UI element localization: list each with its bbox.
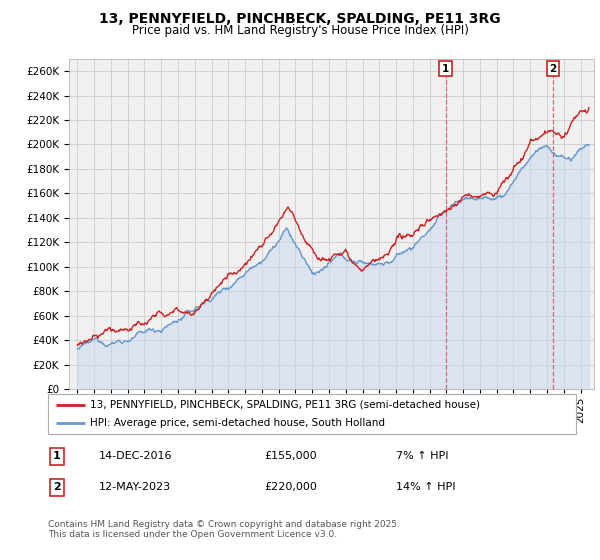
Text: 7% ↑ HPI: 7% ↑ HPI xyxy=(396,451,449,461)
Text: Contains HM Land Registry data © Crown copyright and database right 2025.
This d: Contains HM Land Registry data © Crown c… xyxy=(48,520,400,539)
Text: HPI: Average price, semi-detached house, South Holland: HPI: Average price, semi-detached house,… xyxy=(90,418,385,428)
Text: Price paid vs. HM Land Registry's House Price Index (HPI): Price paid vs. HM Land Registry's House … xyxy=(131,24,469,36)
Text: 2: 2 xyxy=(53,482,61,492)
Text: 1: 1 xyxy=(53,451,61,461)
Text: £220,000: £220,000 xyxy=(264,482,317,492)
Text: 12-MAY-2023: 12-MAY-2023 xyxy=(99,482,171,492)
Text: 13, PENNYFIELD, PINCHBECK, SPALDING, PE11 3RG (semi-detached house): 13, PENNYFIELD, PINCHBECK, SPALDING, PE1… xyxy=(90,400,480,409)
Text: 2: 2 xyxy=(550,64,557,74)
Text: £155,000: £155,000 xyxy=(264,451,317,461)
Text: 14% ↑ HPI: 14% ↑ HPI xyxy=(396,482,455,492)
Text: 1: 1 xyxy=(442,64,449,74)
Text: 13, PENNYFIELD, PINCHBECK, SPALDING, PE11 3RG: 13, PENNYFIELD, PINCHBECK, SPALDING, PE1… xyxy=(99,12,501,26)
Text: 14-DEC-2016: 14-DEC-2016 xyxy=(99,451,173,461)
